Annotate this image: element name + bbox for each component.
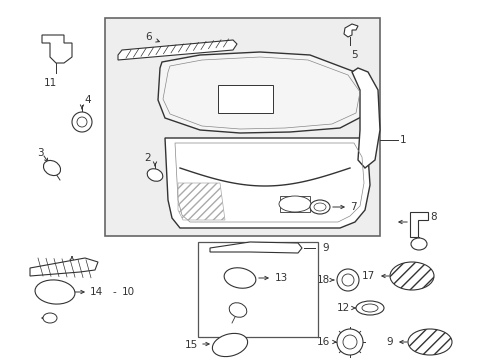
Bar <box>218 85 272 113</box>
Polygon shape <box>30 258 98 276</box>
Circle shape <box>77 117 87 127</box>
Text: 3: 3 <box>37 148 43 158</box>
Text: -: - <box>112 287 116 297</box>
Text: 6: 6 <box>145 32 151 42</box>
Ellipse shape <box>147 169 163 181</box>
Polygon shape <box>158 52 367 133</box>
Ellipse shape <box>224 268 255 288</box>
Text: 8: 8 <box>429 212 436 222</box>
Text: 9: 9 <box>321 243 328 253</box>
Text: 14: 14 <box>90 287 103 297</box>
Text: 12: 12 <box>336 303 349 313</box>
Circle shape <box>336 329 362 355</box>
Text: 11: 11 <box>43 78 57 88</box>
Ellipse shape <box>355 301 383 315</box>
Text: 2: 2 <box>144 153 151 163</box>
Ellipse shape <box>361 304 377 312</box>
Text: 9: 9 <box>386 337 392 347</box>
Text: 5: 5 <box>350 50 357 60</box>
Ellipse shape <box>407 329 451 355</box>
Ellipse shape <box>43 161 61 176</box>
Bar <box>105 18 379 236</box>
Polygon shape <box>118 40 237 60</box>
Ellipse shape <box>389 262 433 290</box>
Polygon shape <box>351 68 379 168</box>
Text: 7: 7 <box>349 202 356 212</box>
Text: 4: 4 <box>84 95 90 105</box>
Text: 17: 17 <box>361 271 374 281</box>
Text: 13: 13 <box>274 273 287 283</box>
Circle shape <box>336 269 358 291</box>
Ellipse shape <box>279 196 310 212</box>
Polygon shape <box>209 242 302 253</box>
Polygon shape <box>42 35 72 63</box>
Text: 10: 10 <box>122 287 135 297</box>
Polygon shape <box>409 212 427 237</box>
Ellipse shape <box>212 333 247 357</box>
Polygon shape <box>343 24 357 37</box>
Ellipse shape <box>309 200 329 214</box>
Bar <box>280 196 309 212</box>
Ellipse shape <box>313 203 325 211</box>
Ellipse shape <box>35 280 75 304</box>
Polygon shape <box>164 138 369 228</box>
Text: 1: 1 <box>399 135 406 145</box>
Text: 16: 16 <box>316 337 329 347</box>
Circle shape <box>341 274 353 286</box>
Ellipse shape <box>410 238 426 250</box>
Circle shape <box>72 112 92 132</box>
Text: 18: 18 <box>316 275 329 285</box>
Bar <box>198 242 317 337</box>
Circle shape <box>342 335 356 349</box>
Text: 15: 15 <box>184 340 198 350</box>
Ellipse shape <box>229 303 246 317</box>
Ellipse shape <box>43 313 57 323</box>
